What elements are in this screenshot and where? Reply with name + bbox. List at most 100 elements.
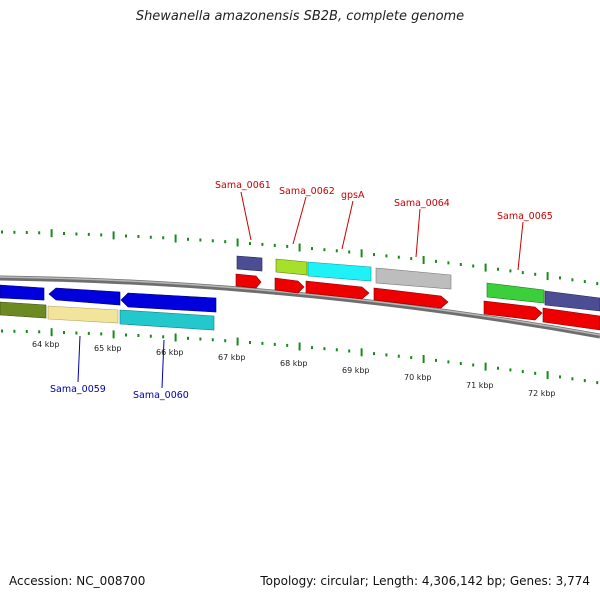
inner-minor-tick xyxy=(125,333,127,337)
gene-blue-3[interactable] xyxy=(120,292,217,313)
outer-minor-tick xyxy=(571,278,574,282)
inner-minor-tick xyxy=(521,370,524,374)
inner-minor-tick xyxy=(261,341,264,345)
inner-minor-tick xyxy=(348,349,351,353)
genome-backbone xyxy=(0,275,600,339)
outer-major-tick xyxy=(360,249,363,258)
gene-slate-0061[interactable] xyxy=(236,255,263,272)
kbp-label-67: 67 kbp xyxy=(218,353,246,362)
inner-major-tick xyxy=(546,371,549,380)
outer-minor-tick xyxy=(273,243,276,247)
inner-major-tick xyxy=(484,362,487,371)
outer-minor-tick xyxy=(447,261,450,265)
leader-sama-0064 xyxy=(415,208,421,258)
inner-minor-tick xyxy=(87,331,90,335)
leader-sama-0059 xyxy=(77,335,81,383)
outer-minor-tick xyxy=(286,244,289,248)
inner-minor-tick xyxy=(149,334,152,338)
outer-minor-tick xyxy=(211,239,214,243)
outer-minor-tick xyxy=(348,250,351,254)
outer-minor-tick xyxy=(397,255,400,259)
inner-minor-tick xyxy=(323,347,326,351)
inner-minor-tick xyxy=(583,379,586,383)
outer-minor-tick xyxy=(187,237,189,241)
outer-minor-tick xyxy=(249,242,251,245)
kbp-label-69: 69 kbp xyxy=(342,366,370,375)
gene-label-sama-0062[interactable]: Sama_0062 xyxy=(279,186,335,197)
inner-minor-tick xyxy=(571,377,574,381)
kbp-label-71: 71 kbp xyxy=(466,381,494,390)
inner-minor-tick xyxy=(459,362,462,365)
outer-minor-tick xyxy=(137,235,140,238)
outer-major-tick xyxy=(546,272,549,281)
outer-minor-tick xyxy=(335,249,338,253)
gene-label-sama-0064[interactable]: Sama_0064 xyxy=(394,198,450,209)
inner-minor-tick xyxy=(162,335,165,339)
outer-minor-tick xyxy=(63,232,65,235)
cds-arrow-6[interactable] xyxy=(542,307,600,331)
gene-gray-0064[interactable] xyxy=(375,267,452,290)
cds-arrow-5[interactable] xyxy=(483,300,543,321)
outer-minor-tick xyxy=(87,232,90,236)
outer-minor-tick xyxy=(596,282,599,286)
kbp-label-72: 72 kbp xyxy=(528,389,556,398)
accession-text: Accession: NC_008700 xyxy=(9,574,146,588)
cds-arrow-3[interactable] xyxy=(305,280,370,300)
gene-green-0065[interactable] xyxy=(486,282,545,304)
gene-cyan-gpsA[interactable] xyxy=(307,261,372,282)
leader-sama-0061 xyxy=(240,191,252,241)
inner-minor-tick xyxy=(286,343,289,347)
genome-info-text: Topology: circular; Length: 4,306,142 bp… xyxy=(260,574,590,588)
inner-minor-tick xyxy=(559,375,561,379)
leader-sama-0060 xyxy=(161,339,165,389)
leader-sama-0065 xyxy=(517,221,524,271)
cds-arrow-4[interactable] xyxy=(373,287,449,309)
outer-minor-tick xyxy=(323,248,326,252)
outer-minor-tick xyxy=(162,236,165,240)
inner-major-tick xyxy=(422,355,425,363)
outer-minor-tick xyxy=(75,232,78,236)
gene-cyan-left[interactable] xyxy=(119,309,215,331)
inner-major-tick xyxy=(50,328,53,337)
outer-minor-tick xyxy=(534,272,537,276)
inner-minor-tick xyxy=(335,348,338,352)
outer-minor-tick xyxy=(13,230,16,234)
map-title: Shewanella amazonensis SB2B, complete ge… xyxy=(135,9,465,24)
genome-backbone-highlight xyxy=(0,276,600,336)
outer-minor-tick xyxy=(1,230,3,234)
inner-minor-tick xyxy=(385,353,388,357)
outer-major-tick xyxy=(484,263,487,272)
inner-minor-tick xyxy=(13,329,16,333)
gene-slate-right[interactable] xyxy=(544,290,600,312)
inner-minor-tick xyxy=(497,366,499,370)
gene-blue-2[interactable] xyxy=(48,287,121,306)
outer-minor-tick xyxy=(472,264,475,268)
gene-label-sama-0061[interactable]: Sama_0061 xyxy=(215,180,271,191)
kbp-label-68: 68 kbp xyxy=(280,359,308,368)
inner-major-tick xyxy=(112,330,115,339)
leader-gpsA xyxy=(341,200,354,250)
outer-minor-tick xyxy=(410,257,413,261)
gene-label-gpsA[interactable]: gpsA xyxy=(341,190,365,201)
gene-label-sama-0059[interactable]: Sama_0059 xyxy=(50,384,106,395)
outer-minor-tick xyxy=(497,267,499,271)
inner-minor-tick xyxy=(187,336,189,340)
gene-olive[interactable] xyxy=(0,301,47,319)
gene-label-sama-0060[interactable]: Sama_0060 xyxy=(133,390,189,401)
cds-arrow-1[interactable] xyxy=(235,273,262,289)
kbp-label-65: 65 kbp xyxy=(94,344,122,353)
cds-arrow-2[interactable] xyxy=(274,277,305,294)
gene-khaki[interactable] xyxy=(47,305,119,324)
gene-lime-0062[interactable] xyxy=(275,258,308,276)
inner-minor-tick xyxy=(137,334,140,337)
inner-minor-tick xyxy=(38,330,41,334)
inner-minor-tick xyxy=(25,330,28,333)
inner-minor-tick xyxy=(273,342,276,346)
gene-blue-1[interactable] xyxy=(0,284,45,301)
gene-label-sama-0065[interactable]: Sama_0065 xyxy=(497,211,553,222)
outer-minor-tick xyxy=(125,234,127,238)
inner-minor-tick xyxy=(224,339,227,343)
outer-minor-tick xyxy=(25,231,28,234)
inner-minor-tick xyxy=(509,368,512,372)
